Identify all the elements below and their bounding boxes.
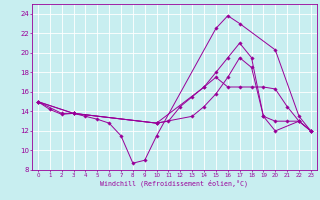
X-axis label: Windchill (Refroidissement éolien,°C): Windchill (Refroidissement éolien,°C) (100, 180, 248, 187)
